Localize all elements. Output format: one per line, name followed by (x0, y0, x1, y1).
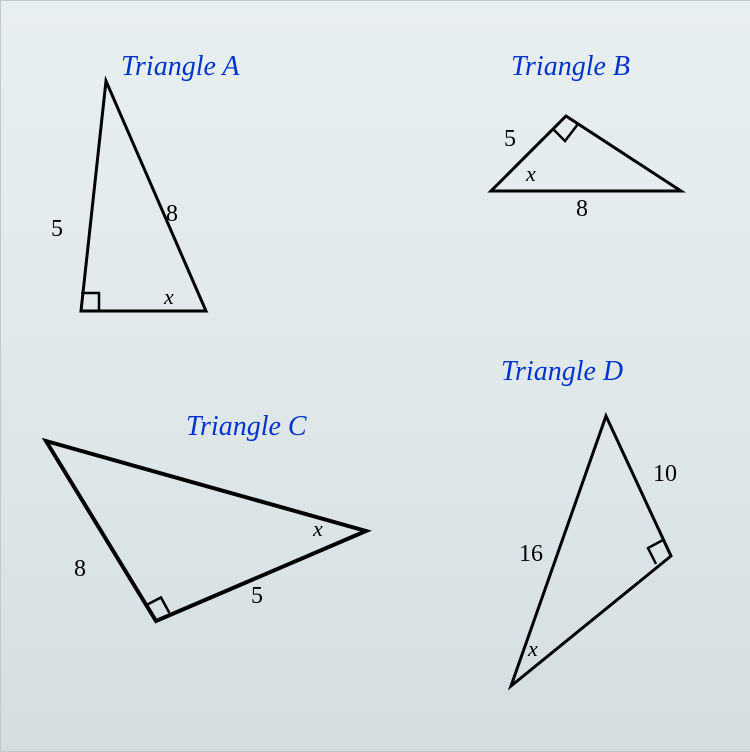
triangle-a: Triangle A 5 8 x (56, 61, 236, 336)
triangle-d-title: Triangle D (501, 356, 623, 388)
triangle-c-angle-x: x (313, 516, 323, 542)
triangle-b: Triangle B 5 8 x (471, 96, 701, 211)
triangle-b-title: Triangle B (511, 51, 630, 83)
triangle-d-right-angle (648, 540, 663, 564)
triangle-a-side-8: 8 (166, 201, 178, 228)
triangle-c: Triangle C 8 5 x (26, 421, 386, 646)
triangle-a-title: Triangle A (121, 51, 240, 83)
triangle-d-svg (481, 396, 701, 706)
triangle-c-side-8: 8 (74, 556, 86, 583)
triangle-c-title: Triangle C (186, 411, 307, 443)
triangle-b-angle-x: x (526, 161, 536, 187)
triangle-b-side-8: 8 (576, 196, 588, 223)
triangle-a-angle-x: x (164, 284, 174, 310)
triangle-b-side-5: 5 (504, 126, 516, 153)
triangle-c-side-5: 5 (251, 583, 263, 610)
triangle-d: Triangle D 10 16 x (481, 396, 701, 711)
triangle-d-side-10: 10 (653, 461, 677, 488)
triangle-a-shape (81, 81, 206, 311)
triangle-d-angle-x: x (528, 636, 538, 662)
triangle-c-svg (26, 421, 386, 641)
triangle-a-svg (56, 61, 236, 331)
triangle-a-side-5: 5 (51, 216, 63, 243)
triangle-d-side-16: 16 (519, 541, 543, 568)
triangle-b-shape (491, 116, 681, 191)
